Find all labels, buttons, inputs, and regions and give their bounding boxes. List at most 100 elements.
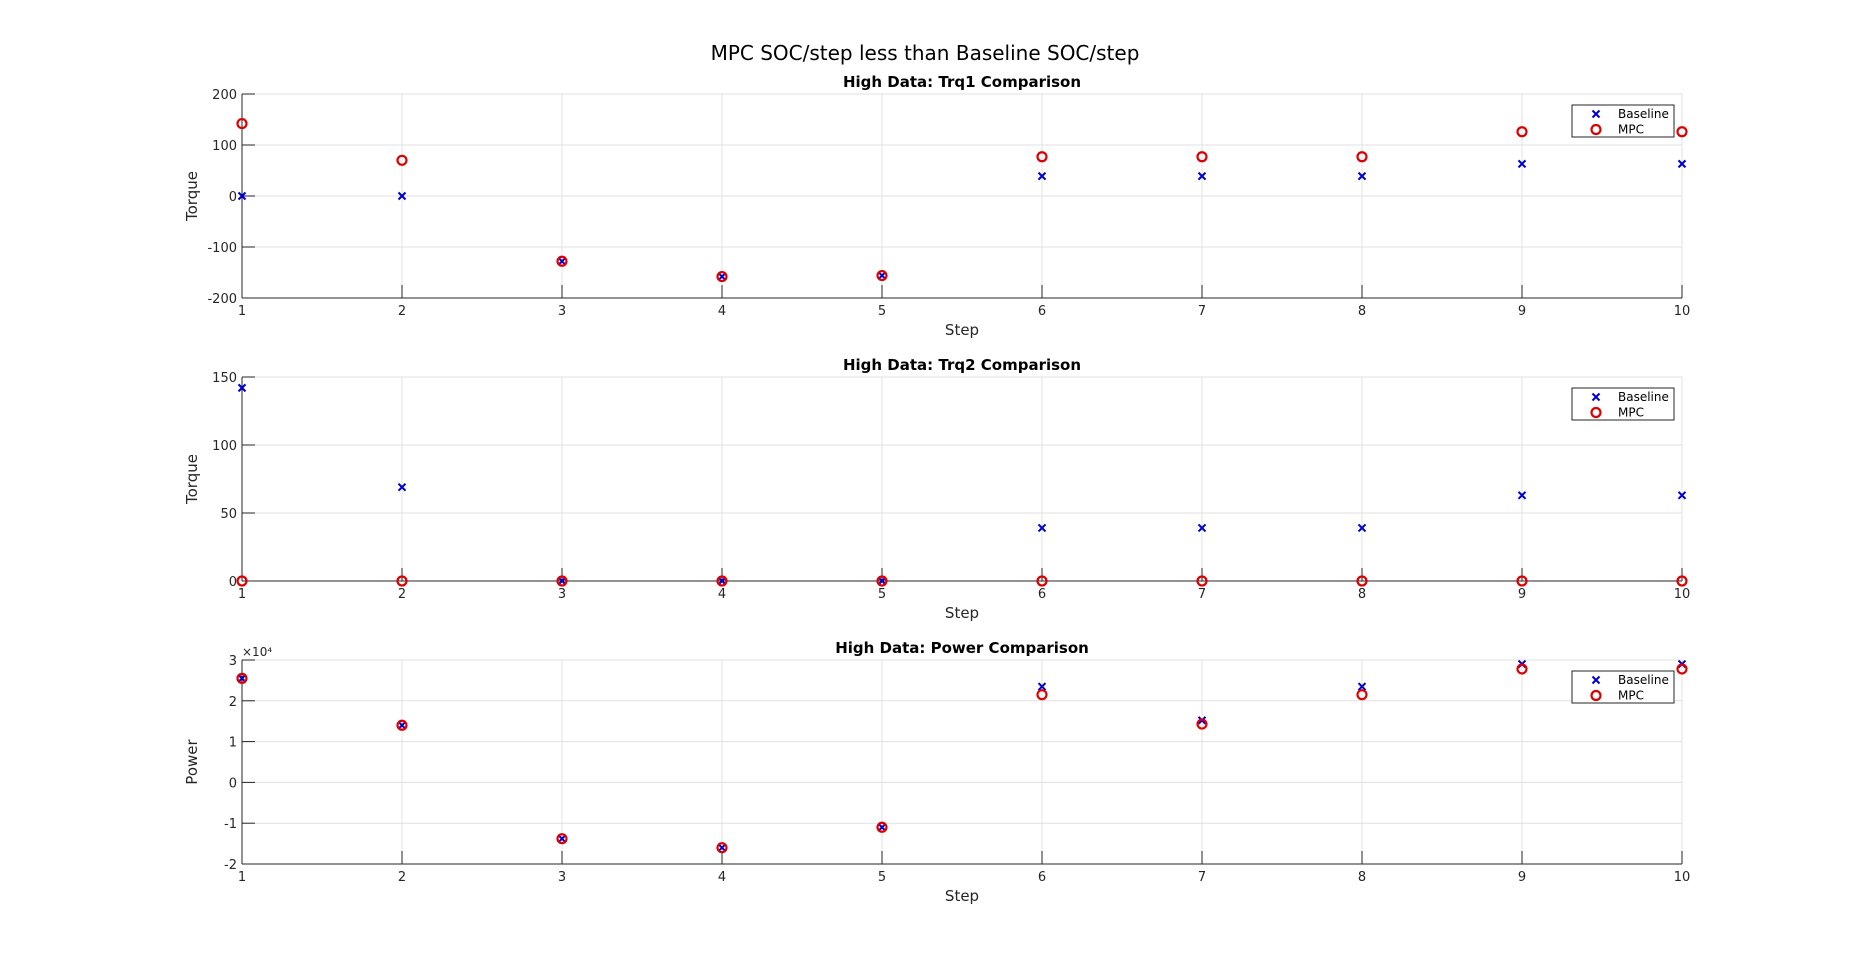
baseline-marker-stroke xyxy=(1037,682,1047,691)
y-tick-label: -200 xyxy=(207,292,237,307)
baseline-marker-stroke xyxy=(877,576,887,586)
legend-baseline-marker xyxy=(1591,675,1601,685)
x-tick-label: 1 xyxy=(238,870,246,885)
x-tick-label: 9 xyxy=(1518,587,1526,602)
baseline-point xyxy=(1357,682,1367,691)
mpc-point xyxy=(556,833,568,845)
x-tick-label: 3 xyxy=(558,304,566,319)
baseline-point xyxy=(1197,523,1207,533)
mpc-point xyxy=(716,575,728,587)
mpc-point xyxy=(556,575,568,587)
x-tick-label: 7 xyxy=(1198,870,1206,885)
baseline-point xyxy=(877,271,887,280)
x-tick-label: 10 xyxy=(1674,304,1691,319)
legend-label: Baseline xyxy=(1618,107,1669,121)
mpc-point xyxy=(1196,575,1208,587)
legend-label: Baseline xyxy=(1618,390,1669,404)
legend: Baseline MPC xyxy=(1571,670,1675,704)
y-tick-label: 100 xyxy=(212,139,237,154)
baseline-marker-stroke xyxy=(1677,491,1687,500)
baseline-marker-stroke xyxy=(1517,491,1527,500)
x-tick-label: 4 xyxy=(718,304,726,319)
x-tick-label: 6 xyxy=(1038,870,1046,885)
legend-label: MPC xyxy=(1618,406,1644,420)
baseline-marker-stroke xyxy=(717,576,727,586)
x-tick-label: 2 xyxy=(398,870,406,885)
mpc-point xyxy=(1516,126,1528,138)
baseline-point xyxy=(877,576,887,586)
baseline-point xyxy=(237,674,247,683)
y-tick-label: -2 xyxy=(224,858,237,873)
baseline-point xyxy=(1037,523,1047,533)
x-tick-label: 7 xyxy=(1198,304,1206,319)
baseline-marker-stroke xyxy=(1357,523,1367,533)
x-tick-label: 3 xyxy=(558,587,566,602)
baseline-marker-stroke xyxy=(1197,523,1207,533)
x-tick-label: 1 xyxy=(238,587,246,602)
plot-area xyxy=(242,377,1682,581)
baseline-marker-stroke xyxy=(877,823,887,832)
baseline-marker-stroke xyxy=(1357,682,1367,691)
mpc-point xyxy=(876,821,888,833)
mpc-point xyxy=(1356,151,1368,163)
baseline-point xyxy=(1517,491,1527,500)
baseline-marker-stroke xyxy=(397,721,407,730)
x-tick-label: 5 xyxy=(878,870,886,885)
mpc-point xyxy=(556,255,568,267)
baseline-marker-stroke xyxy=(1197,171,1207,181)
y-tick-label: 100 xyxy=(212,439,237,454)
legend-label: Baseline xyxy=(1618,673,1669,687)
x-tick-label: 7 xyxy=(1198,587,1206,602)
mpc-point xyxy=(236,117,248,130)
baseline-marker-stroke xyxy=(1517,159,1527,169)
baseline-marker-stroke xyxy=(877,271,887,280)
y-tick-label: 200 xyxy=(212,88,237,103)
y-tick-label: 150 xyxy=(212,371,237,386)
subplot-title: High Data: Trq2 Comparison xyxy=(843,356,1081,374)
baseline-point xyxy=(1357,171,1367,181)
mpc-point xyxy=(1196,718,1208,730)
baseline-marker-stroke xyxy=(1037,171,1047,181)
legend-mpc-marker xyxy=(1590,689,1602,702)
baseline-point xyxy=(1037,171,1047,181)
baseline-marker-stroke xyxy=(1357,171,1367,181)
mpc-point xyxy=(1676,126,1688,138)
mpc-point xyxy=(1676,663,1688,675)
baseline-marker-stroke xyxy=(717,843,727,852)
baseline-point xyxy=(1197,171,1207,181)
figure-title: MPC SOC/step less than Baseline SOC/step xyxy=(711,41,1140,65)
baseline-marker-stroke xyxy=(717,272,727,281)
baseline-marker-stroke xyxy=(397,191,407,201)
legend-marker-stroke xyxy=(1591,109,1601,119)
baseline-marker-stroke xyxy=(557,576,567,586)
baseline-point xyxy=(237,383,247,393)
baseline-point xyxy=(397,721,407,730)
x-tick-label: 4 xyxy=(718,870,726,885)
y-tick-label: -100 xyxy=(207,241,237,256)
y-tick-label: 0 xyxy=(229,575,237,590)
mpc-point xyxy=(1356,689,1368,701)
baseline-marker-stroke xyxy=(237,674,247,683)
legend-box xyxy=(1571,670,1675,704)
baseline-point xyxy=(397,191,407,201)
baseline-point xyxy=(1037,682,1047,691)
x-tick-label: 5 xyxy=(878,587,886,602)
baseline-point xyxy=(1357,523,1367,533)
x-tick-label: 9 xyxy=(1518,304,1526,319)
x-tick-label: 8 xyxy=(1358,304,1366,319)
baseline-point xyxy=(397,482,407,492)
x-tick-label: 2 xyxy=(398,304,406,319)
legend-mpc-marker xyxy=(1590,406,1602,419)
y-axis-label: Torque xyxy=(183,454,201,505)
y-tick-label: -1 xyxy=(224,817,237,832)
mpc-point xyxy=(396,154,408,166)
x-tick-label: 6 xyxy=(1038,304,1046,319)
baseline-point xyxy=(557,834,567,843)
y-tick-label: 0 xyxy=(229,776,237,791)
legend: Baseline MPC xyxy=(1571,104,1675,138)
mpc-point xyxy=(396,719,408,731)
baseline-point xyxy=(557,576,567,586)
